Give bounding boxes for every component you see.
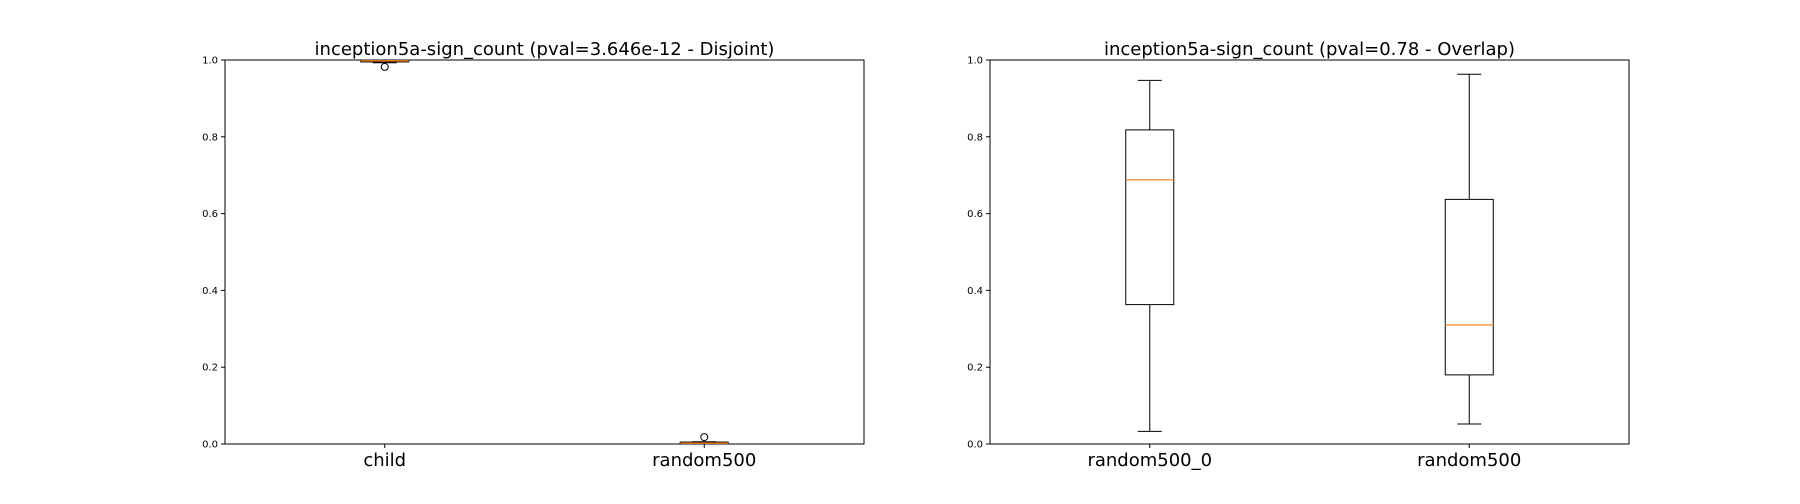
axes-frame [224, 59, 865, 445]
y-tick-label: 1.0 [967, 56, 983, 67]
y-tick-label: 0.2 [202, 363, 218, 374]
box-random500 [1444, 73, 1494, 425]
box-body [1444, 198, 1494, 376]
chart-panel-2: inception5a-sign_count (pval=0.78 - Over… [967, 39, 1630, 471]
y-tick-label: 1.0 [202, 56, 218, 67]
x-tick-label: random500 [1417, 450, 1521, 471]
chart-title: inception5a-sign_count (pval=0.78 - Over… [1104, 39, 1515, 60]
x-tick-label: child [363, 450, 406, 471]
outlier-point [700, 433, 709, 442]
y-tick-label: 0.0 [202, 440, 218, 451]
y-tick-label: 0.8 [202, 132, 218, 143]
y-tick-label: 0.8 [967, 132, 983, 143]
box-random500_0 [1125, 79, 1175, 432]
x-tick-label: random500 [652, 450, 756, 471]
box-random500 [679, 433, 729, 445]
x-tick-label: random500_0 [1087, 450, 1212, 471]
outlier-point [380, 62, 389, 71]
y-tick-label: 0.4 [967, 286, 983, 297]
box-body [1125, 129, 1175, 306]
chart-title: inception5a-sign_count (pval=3.646e-12 -… [315, 39, 775, 60]
y-tick-label: 0.2 [967, 363, 983, 374]
axes-frame [989, 59, 1630, 445]
y-tick-label: 0.0 [967, 440, 983, 451]
y-tick-label: 0.6 [202, 209, 218, 220]
y-tick-label: 0.6 [967, 209, 983, 220]
y-tick-label: 0.4 [202, 286, 218, 297]
chart-panel-1: inception5a-sign_count (pval=3.646e-12 -… [202, 39, 865, 471]
box-child [360, 59, 410, 71]
